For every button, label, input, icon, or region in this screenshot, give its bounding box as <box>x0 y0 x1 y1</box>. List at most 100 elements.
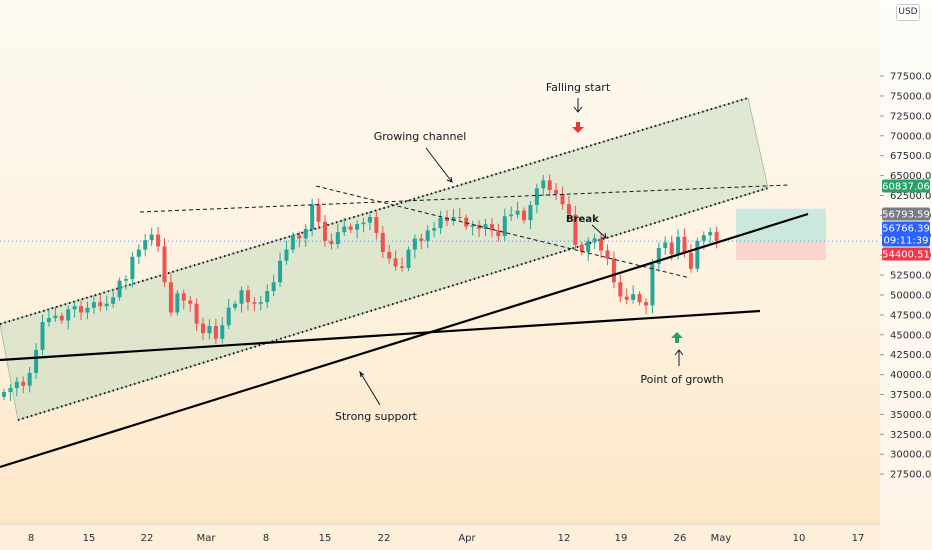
candle <box>400 266 405 268</box>
candle <box>708 232 713 236</box>
y-tick-label: 42500.00 <box>890 350 932 361</box>
y-tick-label: 67500.00 <box>890 151 932 162</box>
candle <box>457 216 462 218</box>
candle <box>181 293 186 301</box>
candle <box>374 216 379 233</box>
candle <box>515 210 520 215</box>
candle <box>175 293 180 313</box>
y-tick-label: 65000.00 <box>890 171 932 182</box>
x-tick-label: 17 <box>852 533 865 544</box>
x-tick-label: 19 <box>615 533 628 544</box>
candle <box>406 249 411 268</box>
candle <box>483 224 488 229</box>
candle <box>631 294 636 300</box>
candle <box>258 302 263 304</box>
strong-support-label: Strong support <box>335 410 418 423</box>
price-badge-label: 09:11:39 <box>884 236 929 247</box>
candle <box>201 323 206 334</box>
time-axis[interactable]: 8 15 22 Mar 8 15 22 Apr 12 19 26 May 10 17 <box>0 523 880 550</box>
x-tick-label: 15 <box>83 533 96 544</box>
candle <box>323 221 327 241</box>
candle <box>168 282 173 313</box>
candle <box>98 302 103 307</box>
x-tick-label: 8 <box>28 533 34 544</box>
candle <box>316 204 321 222</box>
candle <box>21 381 26 386</box>
candle <box>611 258 616 283</box>
y-tick-label: 37500.00 <box>890 390 932 401</box>
trend-lines <box>0 184 809 469</box>
candle <box>162 246 167 283</box>
candle <box>599 238 604 251</box>
candles <box>2 174 719 402</box>
channel-pointer-icon <box>425 147 453 183</box>
candle <box>650 263 655 306</box>
candle <box>290 235 295 250</box>
candle <box>502 216 507 237</box>
candle <box>554 189 559 194</box>
candle <box>361 222 366 225</box>
y-tick-label: 77500.00 <box>890 72 932 83</box>
y-tick-label: 45000.00 <box>890 330 932 341</box>
candle <box>104 303 109 307</box>
candle <box>618 282 623 297</box>
candle <box>213 326 218 339</box>
support-pointer-icon <box>359 370 381 406</box>
candle <box>695 240 700 269</box>
candle <box>592 238 597 241</box>
x-tick-label: Mar <box>197 533 217 544</box>
y-tick-label: 75000.00 <box>890 92 932 103</box>
candle <box>496 230 501 237</box>
growth-arrow-icon <box>674 349 684 366</box>
candle <box>284 249 289 261</box>
horizontal-support-line <box>0 309 761 362</box>
falling-start-label: Falling start <box>546 81 611 94</box>
currency-selector[interactable]: USD <box>896 4 920 21</box>
candle <box>676 236 681 255</box>
candle <box>46 318 51 323</box>
candle <box>66 309 71 321</box>
candle <box>528 205 533 221</box>
candle <box>226 307 231 326</box>
strong-support-line <box>0 212 809 469</box>
candle <box>470 224 475 227</box>
candle <box>245 290 250 303</box>
candle <box>117 280 122 298</box>
x-tick-label: May <box>711 533 732 544</box>
target-zone <box>736 208 826 242</box>
candle <box>714 232 719 241</box>
candle <box>438 217 443 229</box>
x-tick-label: Apr <box>458 533 476 544</box>
candle <box>560 193 565 205</box>
price-axis[interactable]: 27500.00 30000.00 32500.00 35000.00 37500.00… <box>880 0 932 550</box>
candle <box>522 210 527 221</box>
x-tick-label: 22 <box>378 533 391 544</box>
candle <box>265 291 270 303</box>
break-pointer-icon <box>591 224 607 239</box>
price-badge-label: 60837.06 <box>882 182 930 193</box>
growing-channel-zone <box>0 97 769 421</box>
y-tick-label: 30000.00 <box>890 450 932 461</box>
candle <box>566 204 571 215</box>
candle <box>444 217 449 221</box>
candle <box>355 224 360 230</box>
price-badge-label: 54400.51 <box>882 250 930 261</box>
y-tick-label: 52500.00 <box>890 271 932 282</box>
candle <box>130 256 135 280</box>
candle <box>207 326 212 334</box>
candle <box>143 240 148 250</box>
candle <box>278 260 283 283</box>
candle <box>53 315 58 319</box>
candle <box>367 216 372 223</box>
stop-zone <box>736 241 826 260</box>
candle <box>59 315 64 321</box>
candle <box>464 217 469 227</box>
candle <box>342 226 347 233</box>
x-tick-label: 12 <box>558 533 571 544</box>
candle <box>239 290 244 304</box>
candle <box>297 235 302 239</box>
candle <box>220 325 225 339</box>
candle <box>586 240 591 253</box>
